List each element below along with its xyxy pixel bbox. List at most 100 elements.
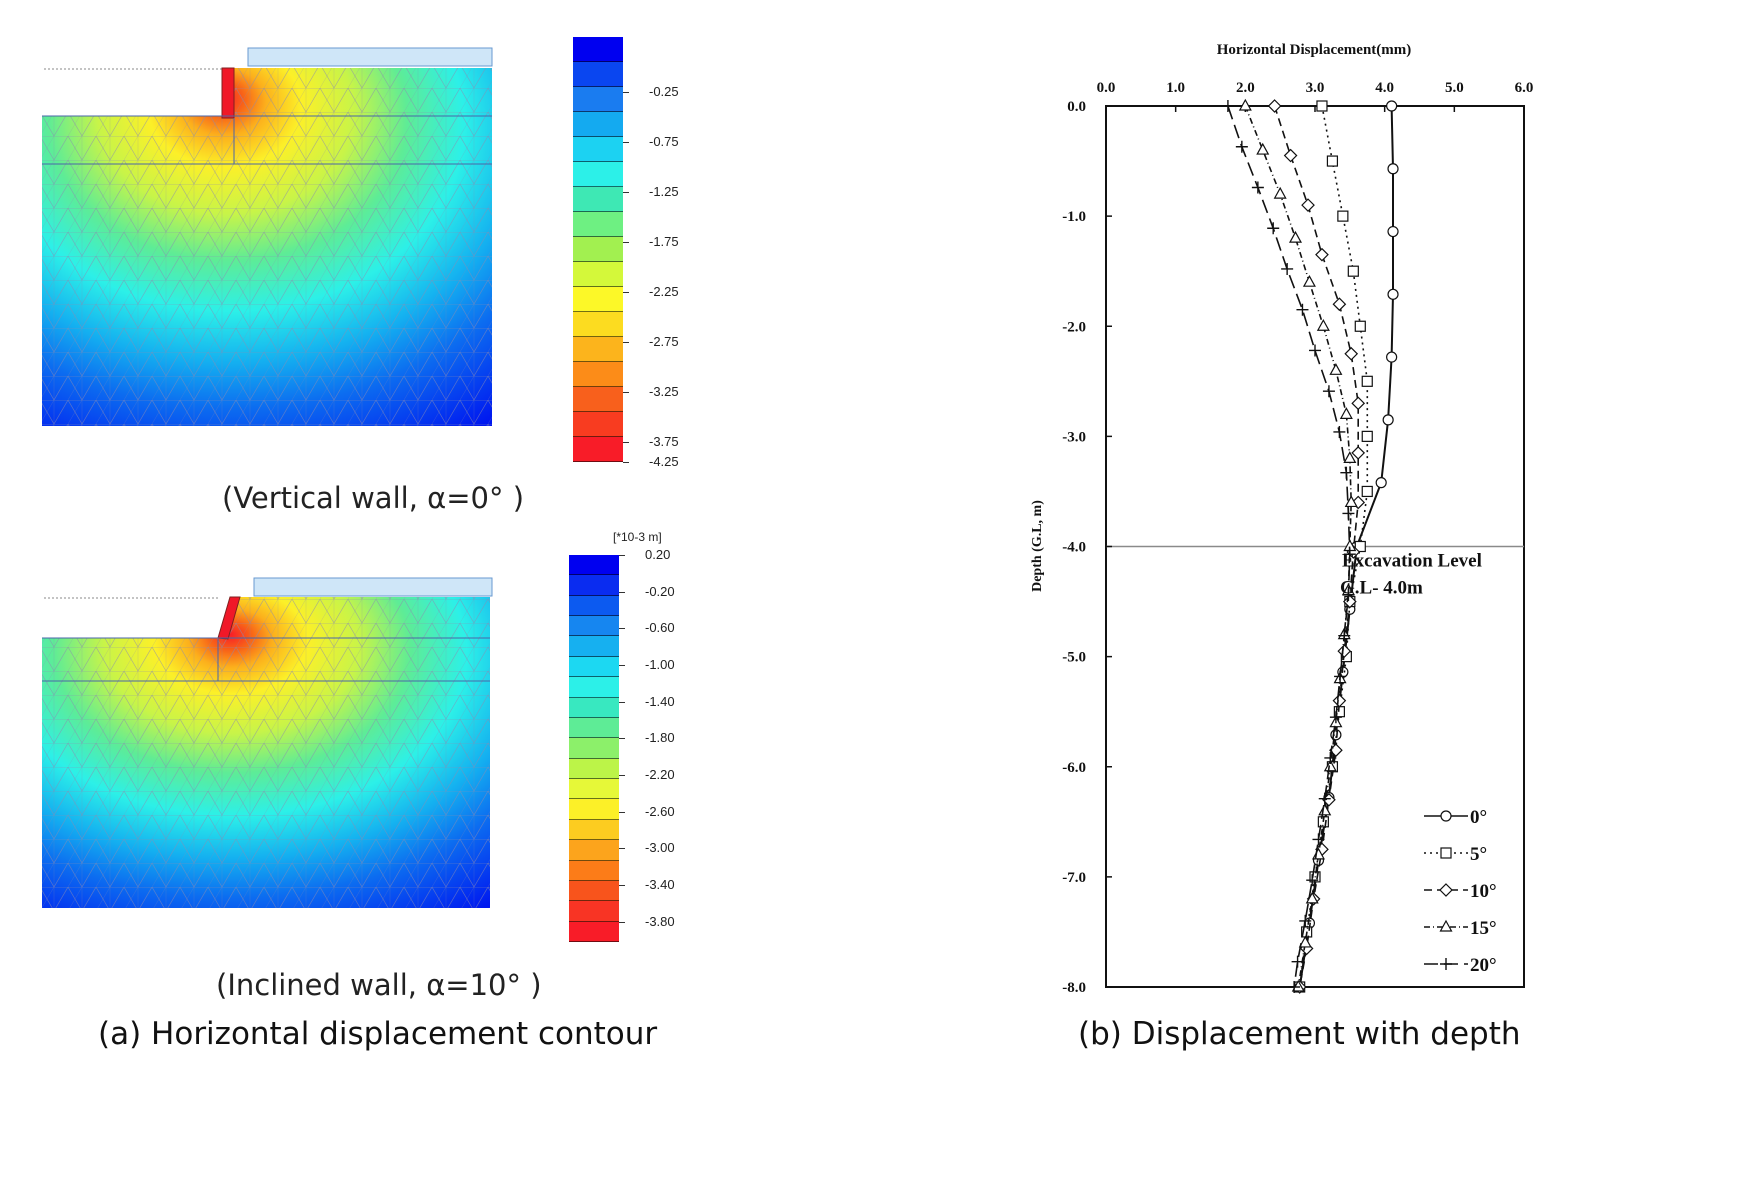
legend-top-tick bbox=[623, 192, 629, 193]
legend-bottom-tick bbox=[619, 884, 625, 886]
legend-top-swatch bbox=[573, 437, 623, 462]
legend-bottom-label: -2.60 bbox=[645, 803, 675, 819]
data-point bbox=[1324, 751, 1337, 764]
legend-label: 15° bbox=[1470, 918, 1497, 939]
legend-bottom-swatch bbox=[569, 677, 619, 698]
data-point bbox=[1301, 198, 1315, 212]
y-tick-label: 0.0 bbox=[1067, 99, 1086, 115]
data-point bbox=[1344, 346, 1359, 361]
y-tick-label: -1.0 bbox=[1062, 209, 1086, 225]
legend-bottom-tick bbox=[619, 738, 625, 740]
x-tick-label: 5.0 bbox=[1445, 80, 1464, 96]
legend-top-swatch bbox=[573, 412, 623, 437]
legend-marker bbox=[1439, 883, 1453, 897]
legend-top-label: -2.75 bbox=[649, 334, 679, 349]
legend-bottom-label: -2.20 bbox=[645, 766, 675, 782]
legend-top-tick bbox=[623, 292, 629, 293]
data-point bbox=[1329, 711, 1342, 724]
data-point bbox=[1291, 979, 1305, 992]
data-point bbox=[1273, 186, 1287, 199]
legend-top-tick bbox=[623, 342, 629, 343]
legend-marker bbox=[1440, 847, 1452, 859]
legend-bottom-swatch bbox=[569, 636, 619, 657]
data-point bbox=[1288, 981, 1301, 993]
data-point bbox=[1337, 210, 1349, 222]
legend-marker bbox=[1440, 958, 1452, 970]
excavation-level-label: Excavation Level bbox=[1342, 551, 1482, 572]
x-tick-label: 3.0 bbox=[1306, 80, 1325, 96]
data-point bbox=[1315, 247, 1329, 262]
x-tick-label: 2.0 bbox=[1236, 80, 1255, 96]
legend-bottom-swatch bbox=[569, 738, 619, 759]
legend-top-swatch bbox=[573, 237, 623, 262]
legend-top-swatch bbox=[573, 187, 623, 212]
data-point bbox=[1351, 446, 1366, 460]
legend-bottom-swatch bbox=[569, 758, 619, 780]
legend-top-swatch bbox=[573, 212, 623, 237]
data-point bbox=[1316, 319, 1330, 331]
data-point bbox=[1342, 588, 1355, 601]
y-axis-label: Depth (G.L, m) bbox=[1030, 500, 1045, 592]
legend-bottom-swatch bbox=[569, 860, 619, 881]
legend-bottom-unit: [*10-3 m] bbox=[613, 530, 662, 544]
data-point bbox=[1267, 99, 1282, 113]
y-tick-label: -3.0 bbox=[1062, 429, 1086, 445]
legend-bottom-label: -3.40 bbox=[645, 876, 675, 892]
x-tick-label: 1.0 bbox=[1166, 80, 1185, 96]
data-point bbox=[1312, 833, 1325, 846]
legend-bottom-tick bbox=[619, 921, 625, 923]
legend-bottom-swatch bbox=[569, 717, 619, 739]
data-point bbox=[1387, 225, 1399, 238]
data-point bbox=[1338, 629, 1351, 642]
contour-vertical-wall bbox=[42, 47, 493, 426]
data-point bbox=[1343, 548, 1356, 561]
y-tick-label: -8.0 bbox=[1062, 980, 1086, 996]
data-point bbox=[1387, 163, 1399, 175]
caption-a: (a) Horizontal displacement contour bbox=[98, 1016, 658, 1052]
legend-bottom-tick bbox=[619, 774, 625, 776]
data-point bbox=[1221, 100, 1234, 112]
data-point bbox=[1354, 320, 1366, 332]
legend-label: 20° bbox=[1470, 955, 1497, 976]
x-tick-label: 4.0 bbox=[1375, 80, 1394, 96]
caption-inclined-wall: (Inclined wall, α=10° ) bbox=[216, 968, 542, 1002]
legend-bottom-tick bbox=[619, 555, 625, 556]
data-point bbox=[1316, 100, 1328, 112]
legend-bottom-label: 0.20 bbox=[645, 547, 671, 562]
data-point bbox=[1296, 303, 1309, 316]
legend-bottom-colorbar: 0.20 -0.20 -0.60 -1.00 -1.40 -1.80 -2.20 -2.60 -… bbox=[569, 547, 729, 942]
legend-top-swatch bbox=[573, 62, 623, 87]
legend-bottom-swatch bbox=[569, 595, 619, 617]
legend-top-swatch bbox=[573, 87, 623, 112]
legend-label: 10° bbox=[1470, 881, 1497, 902]
legend-top-tick bbox=[623, 142, 629, 143]
data-point bbox=[1337, 644, 1352, 658]
data-point bbox=[1309, 344, 1321, 357]
legend-top-label: -0.75 bbox=[649, 134, 679, 149]
data-point bbox=[1361, 485, 1373, 498]
data-point bbox=[1306, 874, 1319, 887]
legend-bottom-swatch bbox=[569, 656, 619, 678]
y-tick-label: -7.0 bbox=[1062, 870, 1086, 886]
legend-top-swatch bbox=[573, 287, 623, 312]
legend-bottom-tick bbox=[619, 811, 625, 813]
data-point bbox=[1235, 140, 1248, 153]
legend-top-swatch bbox=[573, 262, 623, 287]
legend-bottom-label: -0.20 bbox=[645, 583, 675, 599]
data-point bbox=[1291, 955, 1304, 968]
data-point bbox=[1361, 430, 1373, 442]
legend-bottom-swatch bbox=[569, 555, 619, 576]
legend-label: 0° bbox=[1470, 807, 1487, 828]
data-point bbox=[1382, 414, 1394, 426]
data-point bbox=[1351, 396, 1366, 411]
data-point bbox=[1342, 594, 1357, 609]
legend-bottom-label: -3.00 bbox=[645, 840, 675, 856]
data-point bbox=[1283, 148, 1298, 163]
displacement-depth-chart: Horizontal Displacement(mm) Depth (G.L, … bbox=[1030, 42, 1533, 996]
data-point bbox=[1238, 98, 1252, 111]
legend-top-swatch bbox=[573, 112, 623, 137]
data-point bbox=[1361, 375, 1373, 387]
chart-legend: 0° 5° 10° 15° 20° bbox=[1424, 807, 1497, 976]
data-point bbox=[1298, 935, 1312, 948]
data-point bbox=[1334, 670, 1347, 683]
